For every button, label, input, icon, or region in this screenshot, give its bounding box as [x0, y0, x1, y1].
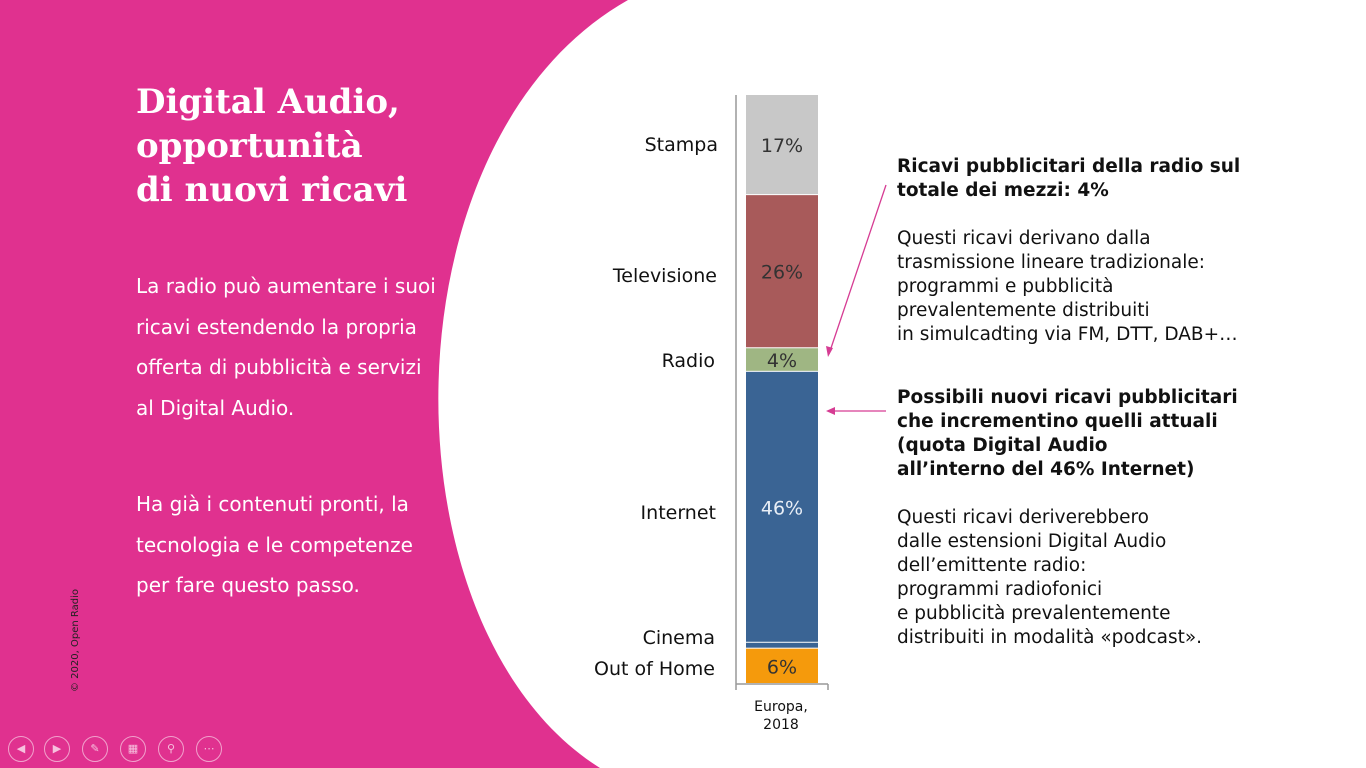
data-label-televisione: 26%: [761, 262, 803, 284]
title-line: di nuovi ricavi: [136, 170, 408, 210]
magenta-panel: [0, 0, 628, 768]
x-category-label: Europa, 2018: [735, 698, 827, 734]
note-line: Possibili nuovi ricavi pubblicitari: [897, 387, 1238, 408]
bar-segment-cinema: [746, 642, 818, 648]
note-line: in simulcadting via FM, DTT, DAB+…: [897, 324, 1238, 345]
next-icon[interactable]: ▶: [44, 736, 70, 762]
note-line: prevalentemente distribuiti: [897, 300, 1150, 321]
category-label-out-of-home: Out of Home: [594, 658, 715, 680]
spacer: [897, 482, 1317, 506]
note-line: dell’emittente radio:: [897, 555, 1087, 576]
bar-segment-televisione: [746, 195, 818, 348]
note-line: che incrementino quelli attuali: [897, 411, 1218, 432]
bar-segment-internet: [746, 371, 818, 642]
intro-paragraph: La radio può aumentare i suoi ricavi est…: [136, 274, 436, 420]
prev-icon[interactable]: ◀: [8, 736, 34, 762]
note-line: programmi radiofonici: [897, 579, 1103, 600]
title-line: opportunità: [136, 126, 363, 166]
category-label-televisione: Televisione: [612, 265, 717, 287]
note-line: all’interno del 46% Internet): [897, 459, 1195, 480]
slide-title: Digital Audio, opportunità di nuovi rica…: [136, 80, 456, 212]
bar-segment-stampa: [746, 95, 818, 195]
category-label-internet: Internet: [640, 502, 716, 524]
second-paragraph: Ha già i contenuti pronti, la tecnologia…: [136, 492, 413, 597]
bar-segment-radio: [746, 348, 818, 371]
internet-arrow-head: [826, 407, 835, 415]
radio-revenue-note: Ricavi pubblicitari della radio sul tota…: [897, 155, 1317, 347]
bar-segment-out-of-home: [746, 648, 818, 683]
note-line: Questi ricavi derivano dalla: [897, 228, 1151, 249]
category-label-cinema: Cinema: [642, 627, 715, 649]
spacer: [897, 203, 1317, 227]
internet-revenue-note: Possibili nuovi ricavi pubblicitari che …: [897, 386, 1317, 650]
radio-arrow-line: [828, 184, 887, 355]
note-line: Questi ricavi deriverebbero: [897, 507, 1149, 528]
note-line: (quota Digital Audio: [897, 435, 1108, 456]
category-label-stampa: Stampa: [644, 134, 718, 156]
pen-icon[interactable]: ✎: [82, 736, 108, 762]
note-line: trasmissione lineare tradizionale:: [897, 252, 1205, 273]
slides-icon[interactable]: ▦: [120, 736, 146, 762]
x-category-line: 2018: [763, 717, 799, 733]
data-label-internet: 46%: [761, 497, 803, 519]
radio-arrow-head: [826, 346, 833, 357]
title-line: Digital Audio,: [136, 82, 400, 122]
data-label-radio: 4%: [767, 350, 797, 372]
internet-note-heading: Possibili nuovi ricavi pubblicitari che …: [897, 386, 1317, 482]
category-label-radio: Radio: [661, 350, 715, 372]
note-line: totale dei mezzi: 4%: [897, 180, 1109, 201]
zoom-icon[interactable]: ⚲: [158, 736, 184, 762]
note-line: Ricavi pubblicitari della radio sul: [897, 156, 1241, 177]
more-icon[interactable]: ⋯: [196, 736, 222, 762]
note-line: dalle estensioni Digital Audio: [897, 531, 1167, 552]
note-line: programmi e pubblicità: [897, 276, 1114, 297]
x-category-line: Europa,: [754, 699, 808, 715]
data-label-stampa: 17%: [761, 135, 803, 157]
note-line: e pubblicità prevalentemente: [897, 603, 1171, 624]
radio-note-heading: Ricavi pubblicitari della radio sul tota…: [897, 155, 1317, 203]
note-line: distribuiti in modalità «podcast».: [897, 627, 1203, 648]
data-label-out-of-home: 6%: [767, 656, 797, 678]
